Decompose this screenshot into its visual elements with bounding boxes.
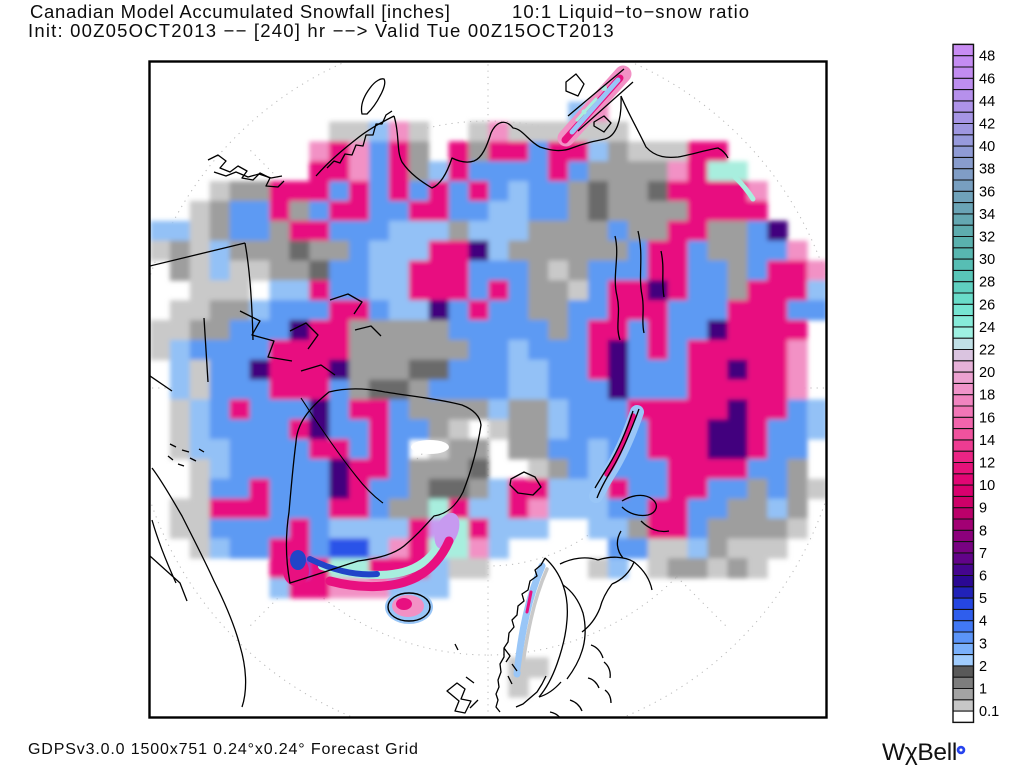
- svg-text:8: 8: [979, 523, 987, 539]
- svg-text:38: 38: [979, 162, 995, 178]
- svg-text:10: 10: [979, 478, 995, 494]
- svg-text:48: 48: [979, 49, 995, 65]
- svg-text:4: 4: [979, 614, 987, 630]
- svg-text:26: 26: [979, 297, 995, 313]
- svg-text:28: 28: [979, 275, 995, 291]
- svg-text:22: 22: [979, 343, 995, 359]
- svg-text:44: 44: [979, 94, 995, 110]
- svg-text:1: 1: [979, 682, 987, 698]
- svg-text:36: 36: [979, 184, 995, 200]
- svg-text:30: 30: [979, 252, 995, 268]
- svg-text:12: 12: [979, 456, 995, 472]
- svg-text:46: 46: [979, 71, 995, 87]
- svg-text:5: 5: [979, 591, 987, 607]
- svg-text:3: 3: [979, 636, 987, 652]
- svg-text:2: 2: [979, 659, 987, 675]
- svg-text:6: 6: [979, 569, 987, 585]
- svg-text:9: 9: [979, 501, 987, 517]
- svg-text:7: 7: [979, 546, 987, 562]
- svg-text:14: 14: [979, 433, 995, 449]
- svg-text:34: 34: [979, 207, 995, 223]
- svg-text:18: 18: [979, 388, 995, 404]
- svg-text:42: 42: [979, 117, 995, 133]
- svg-text:32: 32: [979, 230, 995, 246]
- svg-text:24: 24: [979, 320, 995, 336]
- svg-text:40: 40: [979, 139, 995, 155]
- svg-text:20: 20: [979, 365, 995, 381]
- svg-text:16: 16: [979, 410, 995, 426]
- svg-text:0.1: 0.1: [979, 704, 999, 720]
